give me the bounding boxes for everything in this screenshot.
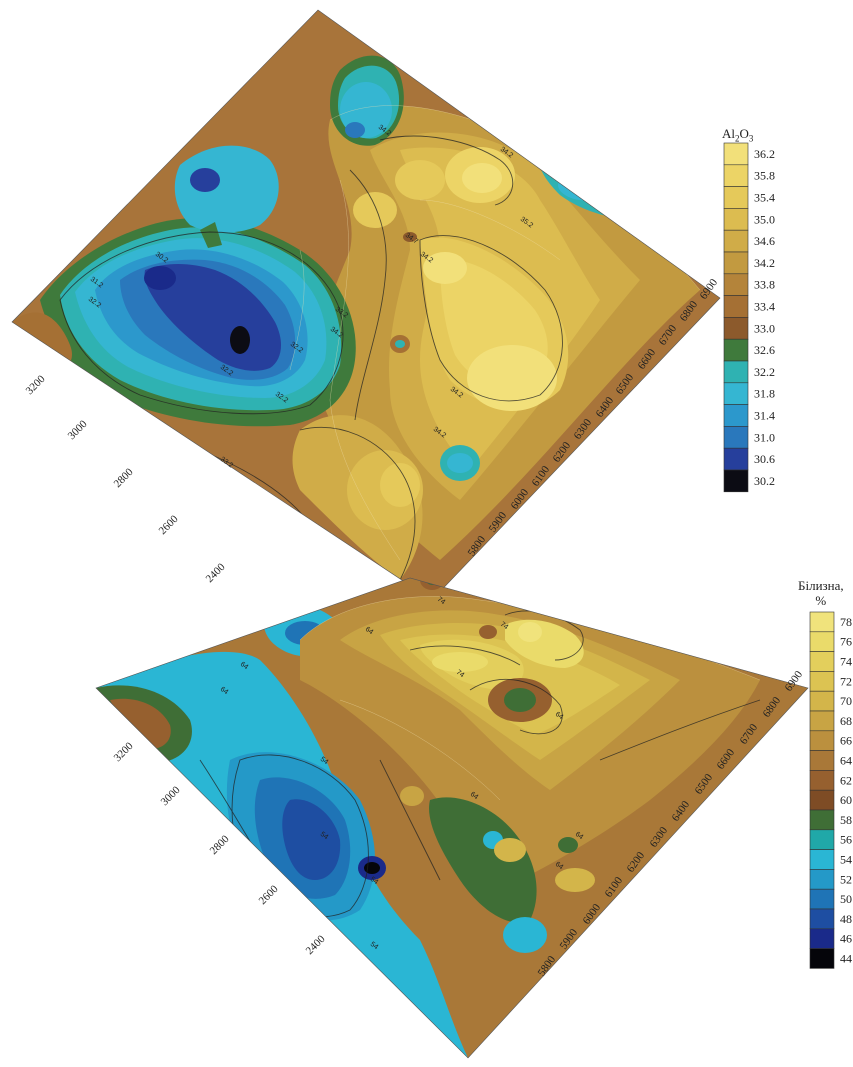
- al2o3-legend-title: Al2O3: [722, 126, 754, 144]
- al2o3-legend: 36.2 35.8 35.4 35.0 34.6 34.2 33.8 33.4 33.0 32.6…: [723, 142, 775, 493]
- bilyzna-legend: 78 76 74 72 70 68 66 64 62 60 58 56 54 52 50 48 46 44: [809, 611, 852, 969]
- legend-value: 54: [840, 853, 852, 867]
- axis-tick-label: 3200: [24, 373, 48, 397]
- legend-swatch: [723, 295, 749, 318]
- legend-swatch: [809, 908, 835, 930]
- axis-tick-label: 2400: [304, 933, 328, 957]
- legend-value: 36.2: [754, 147, 775, 161]
- legend-swatch: [809, 730, 835, 751]
- legend-swatch: [723, 273, 749, 296]
- contour-label: 64: [574, 831, 584, 841]
- legend-value: 31.8: [754, 387, 775, 401]
- legend-swatch: [809, 948, 835, 969]
- contour-label: 64: [364, 626, 374, 636]
- legend-value: 72: [840, 674, 852, 688]
- legend-swatch: [723, 186, 749, 209]
- legend-value: 33.8: [754, 278, 775, 292]
- legend-value: 31.0: [754, 430, 775, 444]
- contour-label: 54: [319, 831, 329, 841]
- axis-tick-label: 2600: [157, 513, 181, 537]
- legend-swatch: [809, 849, 835, 870]
- legend-swatch: [723, 360, 749, 384]
- legend-value: 64: [840, 754, 852, 768]
- legend-value: 62: [840, 773, 852, 787]
- legend-swatch: [809, 829, 835, 850]
- contour-label: 64: [554, 711, 564, 721]
- legend-value: 56: [840, 833, 852, 847]
- legend-swatch: [723, 426, 749, 449]
- contour-label: 54: [319, 756, 329, 766]
- bilyzna-contour-map: [95, 577, 809, 1059]
- legend-swatch: [809, 869, 835, 890]
- legend-swatch: [809, 671, 835, 692]
- legend-swatch: [809, 690, 835, 712]
- legend-value: 46: [840, 932, 852, 946]
- legend-value: 35.8: [754, 169, 775, 183]
- legend-swatch: [809, 928, 835, 949]
- axis-tick-label: 3000: [66, 418, 90, 442]
- legend-value: 33.0: [754, 321, 775, 335]
- legend-swatch: [723, 208, 749, 231]
- legend-value: 48: [840, 912, 852, 926]
- legend-swatch: [809, 750, 835, 771]
- axis-tick-label: 2800: [208, 833, 232, 857]
- axis-tick-label: 2600: [257, 883, 281, 907]
- legend-value: 66: [840, 734, 852, 748]
- legend-value: 78: [840, 615, 852, 629]
- legend-swatch: [723, 338, 749, 362]
- contour-label: 54: [369, 941, 379, 951]
- legend-value: 32.2: [754, 365, 775, 379]
- bilyzna-legend-title: Білизна, %: [798, 578, 844, 608]
- legend-swatch: [723, 229, 749, 253]
- contour-label: 54: [369, 876, 379, 886]
- legend-value: 34.2: [754, 256, 775, 270]
- contour-label: 64: [219, 686, 229, 696]
- legend-swatch: [723, 317, 749, 340]
- contour-label: 74: [436, 596, 446, 606]
- al2o3-contour-map: [11, 9, 721, 601]
- legend-swatch: [723, 142, 749, 166]
- legend-value: 35.4: [754, 191, 775, 205]
- legend-swatch: [723, 164, 749, 187]
- contour-label: 74: [455, 669, 465, 679]
- legend-swatch: [723, 382, 749, 405]
- axis-tick-label: 2800: [112, 466, 136, 490]
- legend-value: 58: [840, 813, 852, 827]
- legend-swatch: [809, 710, 835, 732]
- legend-value: 35.0: [754, 212, 775, 226]
- legend-value: 70: [840, 694, 852, 708]
- legend-value: 31.4: [754, 409, 775, 423]
- contour-label: 64: [239, 661, 249, 671]
- legend-value: 68: [840, 714, 852, 728]
- legend-value: 30.6: [754, 452, 775, 466]
- contour-label: 64: [554, 861, 564, 871]
- legend-value: 60: [840, 793, 852, 807]
- legend-value: 74: [840, 655, 852, 669]
- legend-swatch: [809, 888, 835, 910]
- contour-label: 74: [499, 621, 509, 631]
- legend-value: 44: [840, 952, 852, 966]
- legend-value: 52: [840, 872, 852, 886]
- legend-value: 33.4: [754, 300, 775, 314]
- legend-swatch: [723, 469, 749, 493]
- legend-value: 76: [840, 635, 852, 649]
- legend-value: 34.6: [754, 234, 775, 248]
- legend-value: 50: [840, 892, 852, 906]
- legend-swatch: [809, 809, 835, 831]
- axis-tick-label: 3000: [159, 784, 183, 808]
- legend-swatch: [809, 651, 835, 672]
- legend-swatch: [723, 447, 749, 471]
- legend-swatch: [809, 611, 835, 633]
- axis-tick-label: 2400: [204, 561, 228, 585]
- legend-swatch: [809, 631, 835, 652]
- contour-label: 64: [469, 791, 479, 801]
- axis-tick-label: 3200: [112, 740, 136, 764]
- legend-swatch: [809, 770, 835, 791]
- legend-swatch: [809, 789, 835, 811]
- legend-value: 30.2: [754, 474, 775, 488]
- legend-swatch: [723, 404, 749, 427]
- legend-swatch: [723, 251, 749, 275]
- legend-value: 32.6: [754, 343, 775, 357]
